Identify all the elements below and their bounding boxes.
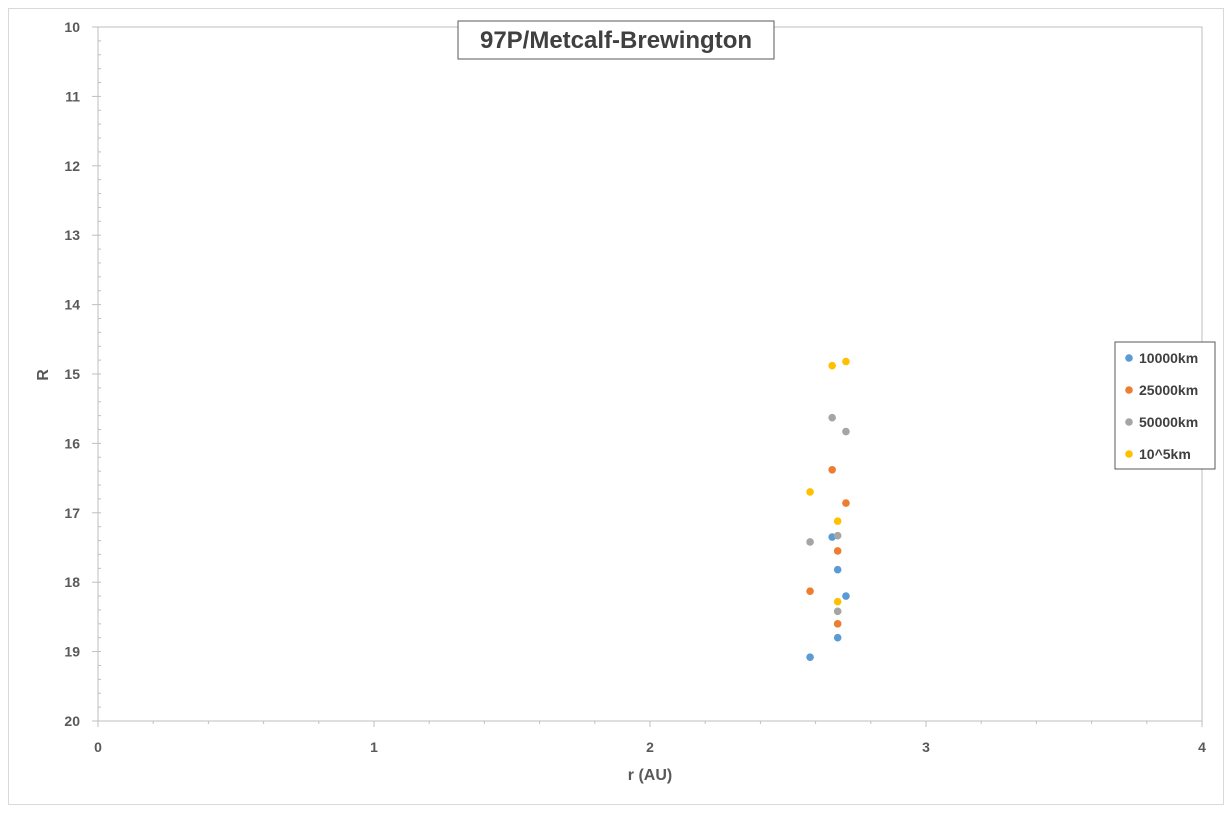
y-tick-label: 10	[64, 19, 80, 35]
y-tick-label: 16	[64, 435, 80, 451]
x-tick-label: 2	[646, 739, 654, 755]
y-tick-label: 13	[64, 227, 80, 243]
y-axis-title: R	[35, 369, 52, 381]
y-tick-label: 12	[64, 158, 80, 174]
data-point	[828, 361, 836, 370]
axis-ticks	[92, 26, 1203, 727]
data-point	[842, 592, 850, 600]
legend-marker	[1125, 450, 1133, 458]
legend-marker	[1125, 386, 1133, 394]
y-tick-labels: 10 11 12 13 14 15 16 17 18 19 20	[64, 19, 80, 729]
data-point	[842, 499, 850, 507]
data-point	[833, 633, 842, 642]
y-tick-label: 14	[64, 297, 80, 313]
y-tick-label: 19	[64, 644, 80, 660]
x-tick-label: 4	[1198, 739, 1206, 755]
chart-frame	[8, 8, 1224, 805]
data-point	[806, 587, 814, 596]
legend-label: 50000km	[1139, 414, 1198, 430]
data-point	[833, 565, 842, 574]
data-points	[806, 357, 850, 661]
y-tick-label: 18	[64, 574, 80, 590]
legend-marker	[1125, 354, 1133, 362]
x-tick-label: 0	[94, 739, 102, 755]
data-point	[833, 531, 842, 540]
legend-label: 25000km	[1139, 382, 1198, 398]
legend-box	[1114, 341, 1216, 470]
x-tick-label: 3	[922, 739, 930, 755]
plot-area	[97, 26, 1203, 722]
chart-title-box: 97P/Metcalf-Brewington	[457, 20, 775, 60]
data-point	[833, 517, 842, 525]
y-tick-label: 20	[64, 713, 80, 729]
data-point	[828, 413, 836, 422]
x-axis-title: r (AU)	[628, 767, 672, 784]
legend-label: 10000km	[1139, 350, 1198, 366]
data-point	[833, 547, 842, 555]
data-point	[842, 357, 850, 366]
data-point	[806, 538, 814, 546]
data-point	[806, 653, 814, 661]
data-point	[806, 488, 814, 496]
legend: 10000km 25000km 50000km 10^5km	[1114, 341, 1216, 470]
chart-title: 97P/Metcalf-Brewington	[480, 27, 752, 54]
x-tick-labels: 0 1 2 3 4	[94, 739, 1206, 755]
y-tick-label: 17	[64, 505, 80, 521]
legend-label: 10^5km	[1139, 446, 1191, 462]
data-point	[833, 620, 842, 628]
y-tick-label: 15	[64, 366, 80, 382]
x-tick-label: 1	[370, 739, 378, 755]
data-point	[833, 597, 842, 606]
y-tick-label: 11	[65, 88, 80, 104]
legend-marker	[1125, 418, 1133, 426]
data-point	[828, 465, 836, 474]
data-point	[842, 427, 850, 436]
data-point	[833, 607, 842, 616]
